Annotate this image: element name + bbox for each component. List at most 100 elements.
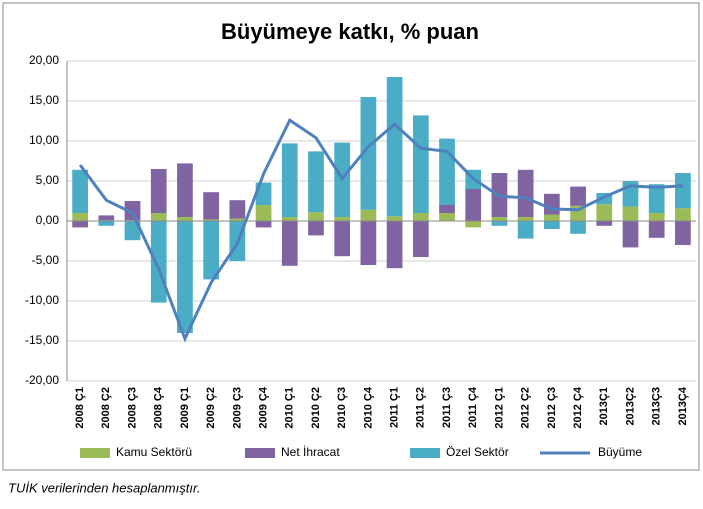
bar: [229, 218, 246, 221]
bar: [439, 213, 455, 221]
bar: [648, 221, 665, 238]
bar: [386, 216, 403, 221]
bar: [360, 97, 377, 210]
legend-label: Net İhracat: [281, 445, 340, 459]
x-tick-label: 2011 Ç4: [467, 386, 479, 428]
x-tick-label: 2009 Ç4: [257, 386, 269, 428]
bar: [570, 186, 586, 206]
line: [78, 117, 683, 343]
x-tick-label: 2012 Ç4: [572, 386, 584, 428]
x-tick-label: 2012 Ç1: [493, 387, 505, 429]
bar: [491, 217, 508, 221]
y-tick-label: -15,00: [25, 333, 59, 347]
bar: [308, 221, 324, 236]
bar: [203, 221, 220, 280]
bar: [439, 138, 455, 205]
x-tick-label: 2008 Ç2: [100, 387, 112, 429]
bar: [517, 217, 534, 221]
bar: [412, 115, 429, 213]
bar: [308, 212, 324, 221]
legend-swatch: [245, 448, 275, 458]
x-tick-label: 2008 Ç1: [74, 387, 86, 429]
bar: [596, 221, 613, 226]
bar: [360, 221, 377, 265]
x-tick-label: 2013Ç2: [624, 387, 636, 426]
y-tick-label: 0,00: [36, 213, 60, 227]
bar: [675, 221, 691, 245]
x-tick-label: 2011 Ç2: [415, 387, 427, 428]
x-tick-label: 2011 Ç1: [389, 387, 401, 428]
bar: [648, 213, 665, 221]
bar: [412, 221, 429, 257]
bar: [675, 173, 691, 209]
bar: [255, 205, 272, 221]
x-tick-label: 2013Ç3: [651, 387, 663, 426]
bar: [229, 200, 246, 219]
bar: [124, 221, 141, 241]
x-tick-label: 2012 Ç3: [546, 387, 558, 429]
x-tick-label: 2010 Ç1: [284, 387, 296, 429]
bar: [386, 221, 403, 269]
bar: [177, 163, 193, 217]
bar: [517, 169, 534, 217]
bar: [543, 214, 560, 221]
x-tick-label: 2013Ç1: [598, 387, 610, 426]
bar: [203, 192, 220, 220]
bar: [517, 221, 534, 239]
bar: [255, 221, 272, 228]
y-tick-label: 15,00: [29, 93, 59, 107]
y-tick-label: 20,00: [29, 53, 59, 67]
bar: [72, 169, 88, 213]
bar: [675, 208, 691, 221]
bar: [72, 213, 88, 221]
y-tick-label: -20,00: [25, 373, 59, 387]
bar: [543, 193, 560, 215]
bar: [150, 221, 167, 303]
y-tick-label: 5,00: [36, 173, 60, 187]
legend-label: Büyüme: [598, 445, 642, 459]
bar: [177, 217, 193, 221]
bar: [334, 221, 351, 257]
x-tick-label: 2009 Ç2: [205, 387, 217, 429]
bar: [177, 221, 193, 333]
bar: [543, 221, 560, 229]
x-tick-label: 2008 Ç3: [126, 387, 138, 429]
bar: [308, 151, 324, 213]
legend-label: Özel Sektör: [446, 445, 509, 459]
bar: [386, 77, 403, 217]
note: TUİK verilerinden hesaplanmıştır.: [8, 480, 200, 495]
bar: [124, 201, 141, 221]
bar: [465, 189, 482, 221]
bar: [596, 204, 613, 221]
bar: [360, 209, 377, 221]
bar: [281, 143, 298, 217]
bar: [334, 217, 351, 221]
x-tick-label: 2012 Ç2: [520, 387, 532, 429]
x-tick-label: 2010 Ç4: [362, 386, 374, 428]
bar: [465, 221, 482, 228]
chart-frame: [2, 2, 700, 471]
bar: [439, 205, 455, 213]
bar: [491, 221, 508, 226]
bar: [648, 184, 665, 213]
bar: [412, 213, 429, 221]
x-tick-label: 2013Ç4: [677, 386, 689, 425]
x-tick-label: 2010 Ç2: [310, 387, 322, 429]
bar: [98, 221, 115, 226]
x-tick-label: 2008 Ç4: [153, 386, 165, 428]
x-tick-label: 2010 Ç3: [336, 387, 348, 429]
x-tick-label: 2009 Ç3: [231, 387, 243, 429]
bar: [150, 213, 167, 221]
y-tick-label: -5,00: [32, 253, 60, 267]
legend-label: Kamu Sektörü: [116, 445, 192, 459]
y-tick-label: 10,00: [29, 133, 59, 147]
y-tick-label: -10,00: [25, 293, 59, 307]
bar: [72, 221, 88, 228]
legend-swatch: [410, 448, 440, 458]
bar: [98, 215, 115, 221]
x-tick-label: 2011 Ç3: [441, 387, 453, 428]
bar: [622, 221, 639, 248]
bar: [203, 219, 220, 221]
